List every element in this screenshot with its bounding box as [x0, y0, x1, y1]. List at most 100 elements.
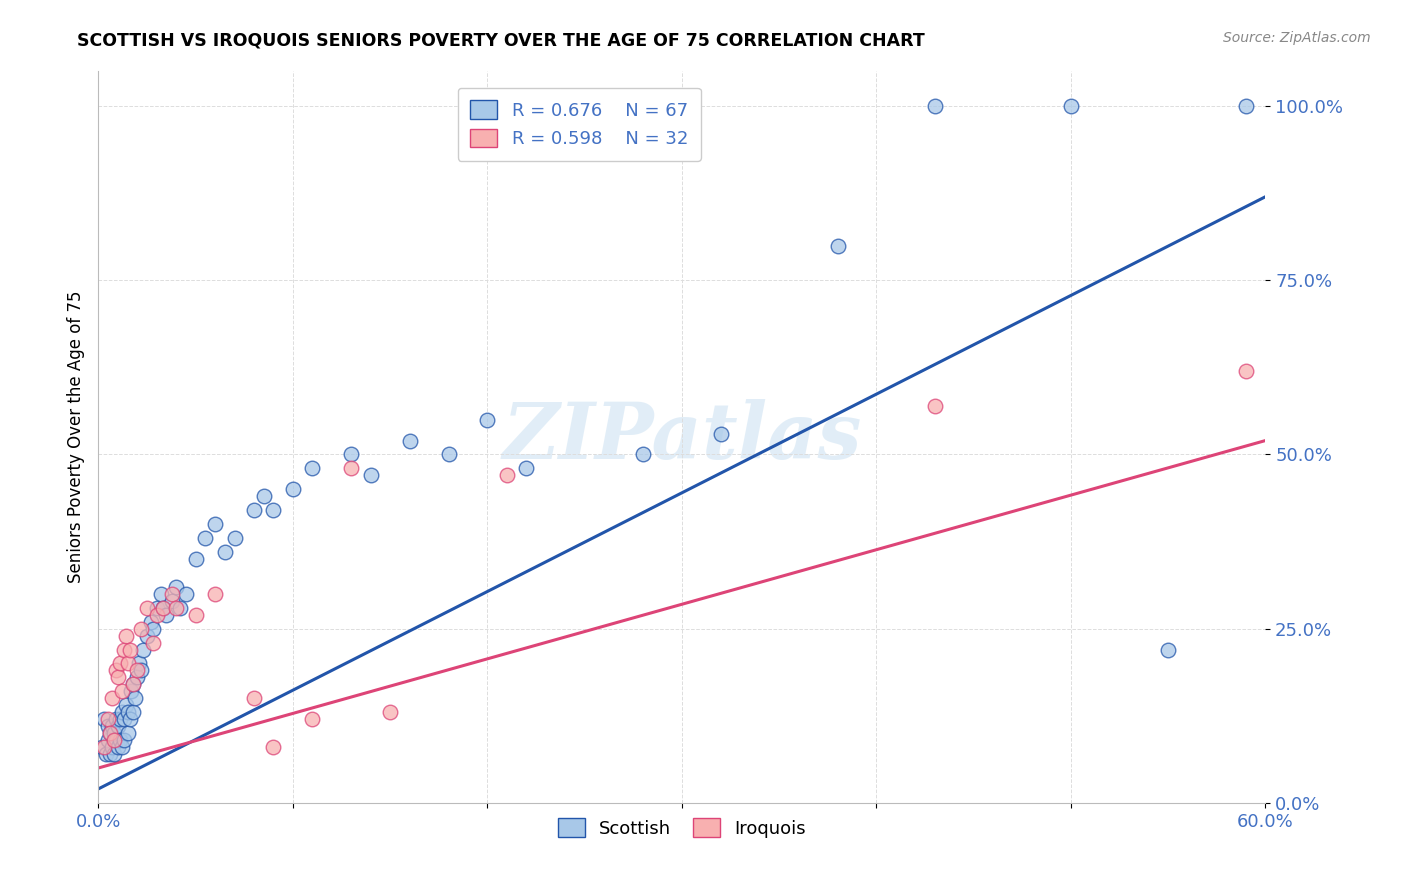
Point	[118, 642, 141, 657]
Point	[162, 594, 184, 608]
Point	[93, 740, 115, 755]
Point	[117, 705, 139, 719]
Point	[243, 691, 266, 706]
Point	[107, 719, 129, 733]
Point	[132, 642, 155, 657]
Point	[146, 607, 169, 622]
Point	[155, 607, 177, 622]
Point	[243, 503, 266, 517]
Point	[146, 600, 169, 615]
Point	[398, 434, 420, 448]
Point	[924, 399, 946, 413]
Y-axis label: Seniors Poverty Over the Age of 75: Seniors Poverty Over the Age of 75	[66, 291, 84, 583]
Point	[121, 684, 143, 698]
Point	[127, 664, 149, 678]
Point	[253, 489, 276, 503]
Point	[112, 712, 135, 726]
Point	[122, 677, 145, 691]
Point	[104, 712, 127, 726]
Point	[114, 629, 136, 643]
Point	[93, 712, 115, 726]
Point	[103, 747, 125, 761]
Point	[98, 726, 121, 740]
Point	[128, 657, 150, 671]
Point	[214, 545, 236, 559]
Point	[136, 600, 159, 615]
Legend: Scottish, Iroquois: Scottish, Iroquois	[551, 811, 813, 845]
Point	[97, 733, 120, 747]
Point	[174, 587, 197, 601]
Point	[103, 726, 125, 740]
Point	[136, 629, 159, 643]
Point	[477, 412, 499, 426]
Point	[515, 461, 537, 475]
Point	[184, 552, 207, 566]
Point	[1157, 642, 1180, 657]
Point	[118, 712, 141, 726]
Point	[496, 468, 519, 483]
Point	[340, 448, 363, 462]
Point	[281, 483, 304, 497]
Text: Source: ZipAtlas.com: Source: ZipAtlas.com	[1223, 31, 1371, 45]
Point	[1060, 99, 1083, 113]
Point	[107, 670, 129, 684]
Point	[165, 600, 187, 615]
Point	[710, 426, 733, 441]
Point	[101, 740, 124, 755]
Point	[152, 600, 174, 615]
Point	[112, 642, 135, 657]
Point	[631, 448, 654, 462]
Point	[96, 747, 118, 761]
Point	[111, 705, 134, 719]
Point	[149, 587, 172, 601]
Point	[301, 461, 323, 475]
Point	[204, 587, 226, 601]
Point	[165, 580, 187, 594]
Point	[104, 733, 127, 747]
Point	[97, 719, 120, 733]
Point	[1234, 364, 1257, 378]
Point	[97, 712, 120, 726]
Point	[340, 461, 363, 475]
Point	[184, 607, 207, 622]
Point	[108, 733, 131, 747]
Point	[262, 503, 284, 517]
Point	[360, 468, 382, 483]
Point	[139, 615, 162, 629]
Point	[107, 740, 129, 755]
Point	[129, 664, 152, 678]
Point	[152, 600, 174, 615]
Point	[98, 747, 121, 761]
Point	[204, 517, 226, 532]
Point	[103, 733, 125, 747]
Point	[114, 698, 136, 713]
Point	[169, 600, 191, 615]
Point	[111, 684, 134, 698]
Point	[122, 705, 145, 719]
Point	[162, 587, 184, 601]
Text: SCOTTISH VS IROQUOIS SENIORS POVERTY OVER THE AGE OF 75 CORRELATION CHART: SCOTTISH VS IROQUOIS SENIORS POVERTY OVE…	[77, 31, 925, 49]
Point	[827, 238, 849, 252]
Point	[104, 664, 127, 678]
Point	[262, 740, 284, 755]
Point	[127, 670, 149, 684]
Point	[91, 740, 114, 755]
Point	[124, 691, 146, 706]
Point	[108, 657, 131, 671]
Point	[924, 99, 946, 113]
Point	[194, 531, 217, 545]
Point	[142, 622, 165, 636]
Point	[129, 622, 152, 636]
Text: ZIPatlas: ZIPatlas	[502, 399, 862, 475]
Point	[112, 733, 135, 747]
Point	[117, 726, 139, 740]
Point	[437, 448, 460, 462]
Point	[122, 677, 145, 691]
Point	[98, 726, 121, 740]
Point	[111, 740, 134, 755]
Point	[301, 712, 323, 726]
Point	[380, 705, 402, 719]
Point	[101, 691, 124, 706]
Point	[224, 531, 246, 545]
Point	[142, 635, 165, 649]
